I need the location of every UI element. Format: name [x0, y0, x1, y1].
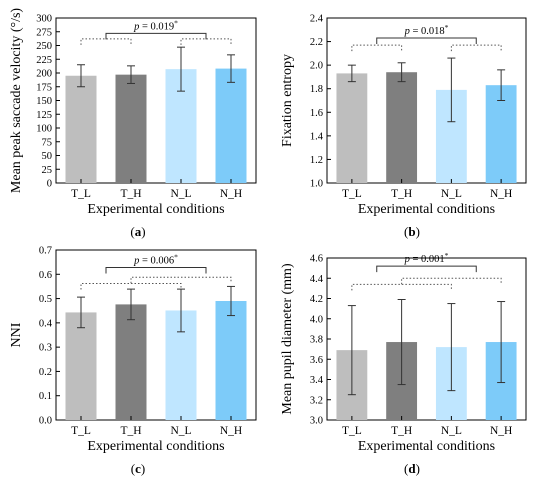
- y-tick-label: 1.8: [310, 84, 323, 95]
- y-tick-label: 125: [36, 110, 52, 121]
- y-tick-label: 3.6: [310, 355, 323, 366]
- y-tick-label: 2.2: [310, 37, 323, 48]
- y-tick-label: 3.8: [310, 335, 323, 346]
- x-axis-title: Experimental conditions: [358, 202, 495, 217]
- chart-panel-3: 0.0 0.1 0.2 0.3 0.4 0.5 0.6 0.7 NNI T_L T_H N_L N_H E…: [9, 246, 257, 476]
- x-tick-label: N_H: [220, 425, 242, 437]
- significance-bracket-dotted: [130, 276, 232, 284]
- y-axis-title: NNI: [9, 322, 24, 347]
- y-tick-label: 4.6: [310, 254, 323, 265]
- y-tick-label: 3.0: [310, 416, 323, 427]
- x-tick-label: N_L: [170, 188, 191, 200]
- x-tick-label: T_H: [120, 188, 141, 200]
- x-axis-title: Experimental conditions: [87, 202, 224, 217]
- x-tick-label: T_H: [120, 425, 141, 437]
- y-tick-label: 3.4: [310, 375, 324, 386]
- bar-T_L: [65, 75, 97, 183]
- y-tick-label: 4.4: [310, 274, 324, 285]
- significance-bracket-dotted: [180, 38, 232, 45]
- y-tick-label: 150: [36, 96, 52, 107]
- x-tick-label: T_L: [342, 188, 362, 200]
- y-tick-label: 0.2: [39, 367, 52, 378]
- panel-label: (a): [130, 224, 145, 239]
- y-tick-label: 0.3: [39, 343, 52, 354]
- y-tick-label: 4.0: [310, 314, 323, 325]
- y-tick-label: 0.6: [39, 270, 52, 281]
- y-tick-label: 2.0: [310, 61, 323, 72]
- y-tick-label: 75: [42, 137, 53, 148]
- y-tick-label: 2.4: [310, 14, 324, 25]
- x-tick-label: T_L: [342, 425, 362, 437]
- significance-bracket-dotted: [351, 283, 452, 291]
- x-tick-label: N_H: [490, 188, 512, 200]
- y-tick-label: 0.4: [39, 318, 53, 329]
- y-axis-title: Fixation entropy: [280, 54, 295, 147]
- significance-bracket: [376, 37, 477, 45]
- y-tick-label: 1.4: [310, 131, 324, 142]
- y-tick-label: 4.2: [310, 294, 323, 305]
- bar-T_H: [115, 304, 147, 420]
- panel-label: (b): [404, 224, 420, 239]
- significance-bracket-dotted: [80, 283, 182, 290]
- y-axis-title: Mean pupil diameter (mm): [280, 263, 295, 415]
- x-tick-label: T_H: [391, 425, 412, 437]
- bar-N_H: [215, 301, 247, 420]
- x-tick-label: N_L: [441, 188, 462, 200]
- y-tick-label: 300: [36, 14, 52, 25]
- y-tick-label: 200: [36, 69, 52, 80]
- plot-frame: [55, 249, 257, 421]
- x-tick-label: T_L: [71, 425, 91, 437]
- y-tick-label: 0.5: [39, 294, 52, 305]
- y-tick-label: 225: [36, 55, 52, 66]
- p-value-annotation: p = 0.018*: [404, 23, 449, 38]
- y-tick-label: 1.0: [310, 179, 323, 190]
- chart-panel-4: 3.0 3.2 3.4 3.6 3.8 4.0 4.2 4.4 4.6 Mean pupil di…: [280, 251, 527, 476]
- p-value-annotation: p = 0.001*: [404, 251, 449, 266]
- x-axis-title: Experimental conditions: [358, 439, 495, 454]
- x-tick-label: T_L: [71, 188, 91, 200]
- significance-bracket-dotted: [80, 38, 132, 45]
- p-value-annotation: p = 0.019*: [133, 18, 178, 33]
- y-tick-label: 0.0: [39, 416, 52, 427]
- p-value-annotation: p = 0.006*: [133, 252, 178, 267]
- y-tick-label: 3.2: [310, 395, 323, 406]
- bar-N_H: [215, 68, 247, 183]
- y-tick-label: 0.7: [39, 246, 52, 257]
- x-tick-label: N_H: [220, 188, 242, 200]
- y-tick-label: 275: [36, 27, 52, 38]
- y-tick-label: 100: [36, 124, 52, 135]
- bar-T_H: [115, 74, 147, 183]
- x-tick-label: T_H: [391, 188, 412, 200]
- y-tick-label: 25: [42, 165, 53, 176]
- significance-bracket: [376, 265, 477, 273]
- bar-T_H: [386, 72, 418, 183]
- chart-panel-2: 1.0 1.2 1.4 1.6 1.8 2.0 2.2 2.4 Fixation entropy…: [280, 14, 527, 239]
- x-axis-title: Experimental conditions: [87, 439, 224, 454]
- significance-bracket-dotted: [401, 277, 502, 285]
- panel-label: (c): [131, 461, 145, 476]
- y-axis-title: Mean peak saccade velocity (°/s): [9, 8, 24, 194]
- plot-frame: [326, 17, 527, 184]
- y-tick-label: 0.1: [39, 391, 52, 402]
- y-tick-label: 1.6: [310, 108, 323, 119]
- y-tick-label: 1.2: [310, 155, 323, 166]
- x-tick-label: N_L: [441, 425, 462, 437]
- significance-bracket: [105, 266, 207, 274]
- x-tick-label: N_L: [170, 425, 191, 437]
- y-tick-label: 250: [36, 41, 52, 52]
- bar-T_L: [336, 73, 368, 183]
- chart-panel-1: 0 25 50 75 100 125 150 175 200 225 250 275 300 Mean p…: [9, 8, 257, 239]
- significance-bracket-dotted: [351, 44, 403, 52]
- y-tick-label: 0: [47, 179, 52, 190]
- bar-N_H: [485, 85, 517, 183]
- bar-T_L: [65, 312, 97, 420]
- y-tick-label: 50: [42, 151, 53, 162]
- y-tick-label: 175: [36, 82, 52, 93]
- panel-label: (d): [404, 461, 420, 476]
- x-tick-label: N_H: [490, 425, 512, 437]
- significance-bracket-dotted: [450, 44, 502, 52]
- significance-bracket: [105, 32, 207, 40]
